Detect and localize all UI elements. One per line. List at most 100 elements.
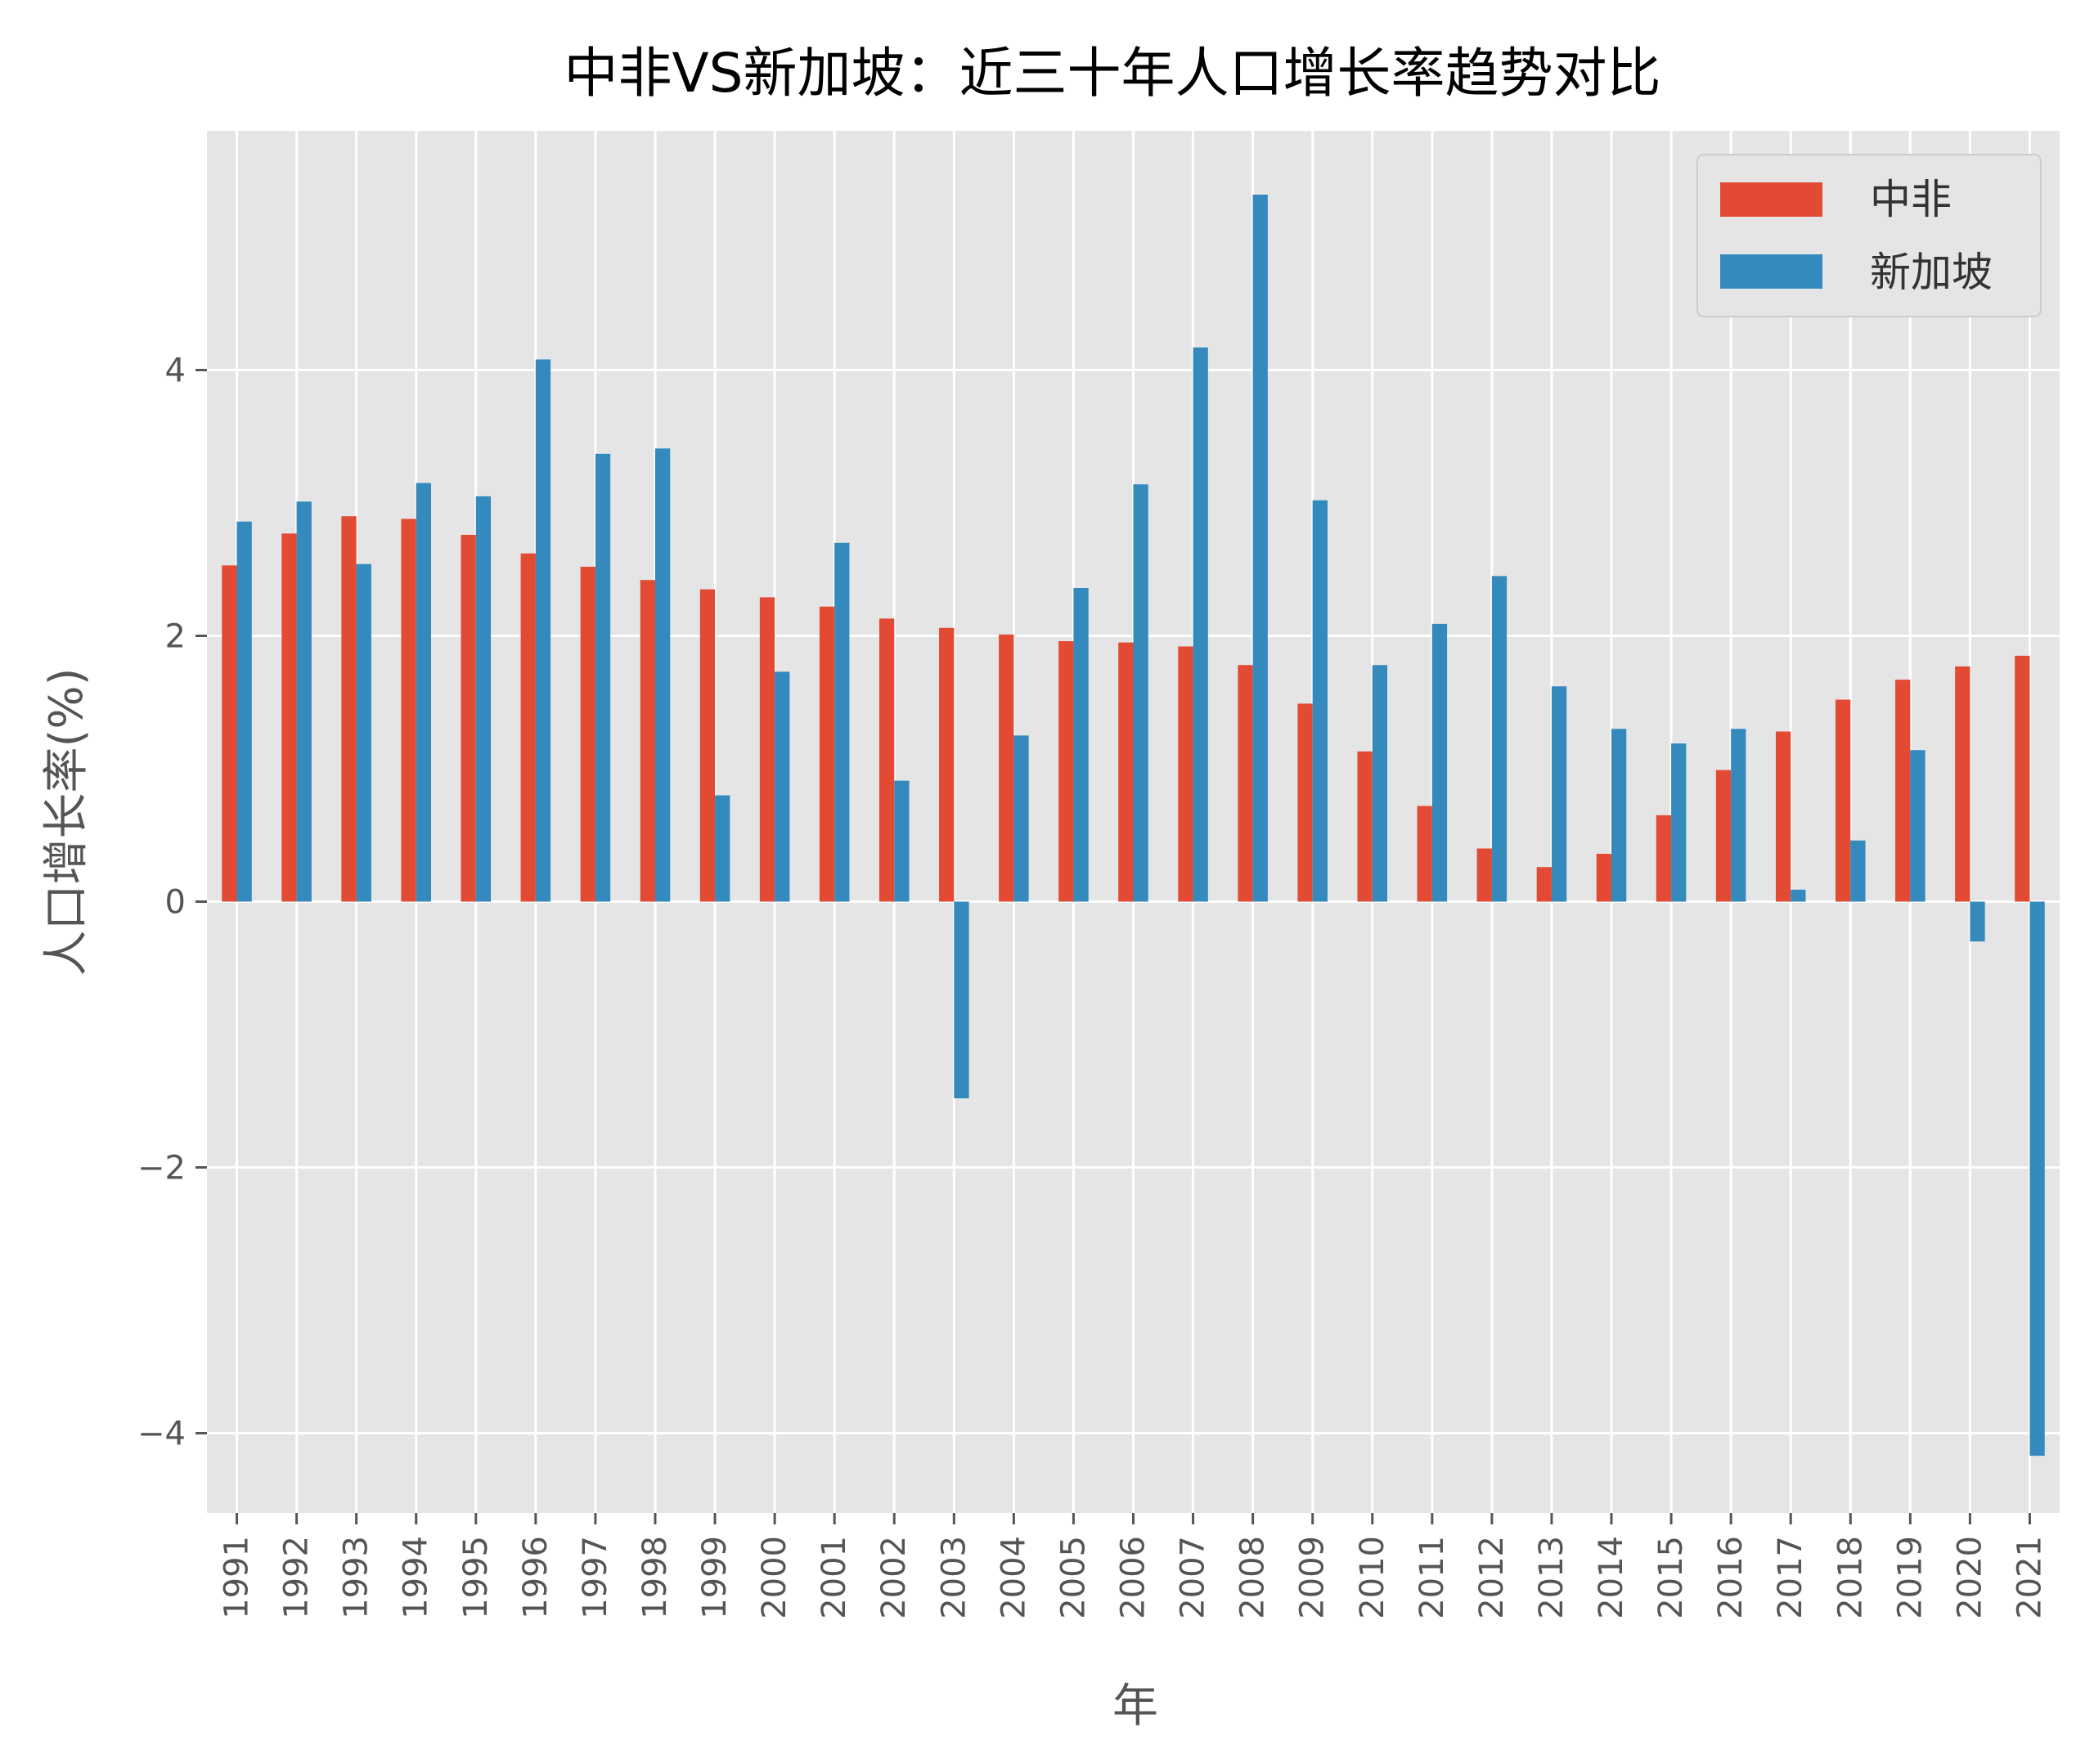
bar-zhongfei-1992	[281, 533, 297, 902]
bar-xinjiapo-2004	[1013, 735, 1029, 902]
chart-title: 中非VS新加坡：近三十年人口增长率趋势对比	[564, 42, 1660, 105]
bar-zhongfei-2017	[1775, 731, 1791, 902]
bar-xinjiapo-2019	[1910, 750, 1925, 902]
bar-xinjiapo-2007	[1193, 347, 1208, 902]
bar-zhongfei-2007	[1178, 646, 1193, 902]
x-tick-label: 2008	[1234, 1536, 1272, 1619]
bar-xinjiapo-2011	[1431, 623, 1448, 902]
x-tick-label: 2004	[995, 1536, 1032, 1619]
bar-xinjiapo-2010	[1372, 665, 1388, 902]
x-tick-label: 1999	[696, 1536, 734, 1619]
y-tick-label: −4	[137, 1416, 186, 1453]
x-tick-label: 2019	[1891, 1536, 1929, 1619]
x-axis-label: 年	[1112, 1680, 1158, 1733]
x-tick-label: 1991	[218, 1536, 256, 1619]
x-tick-label: 2018	[1831, 1536, 1869, 1619]
bar-xinjiapo-2006	[1133, 484, 1148, 902]
bar-zhongfei-1993	[341, 516, 357, 902]
bar-xinjiapo-2005	[1073, 588, 1089, 902]
bar-zhongfei-2012	[1476, 848, 1492, 902]
x-tick-label: 2001	[816, 1536, 853, 1619]
y-axis-ticks: −4 −2 0 2 4	[137, 352, 207, 1453]
bar-xinjiapo-1991	[236, 521, 252, 902]
bar-xinjiapo-2020	[1970, 901, 1985, 942]
bar-zhongfei-2014	[1596, 854, 1612, 902]
y-axis-label: 人口增长率(%)	[40, 668, 93, 976]
bar-zhongfei-2009	[1297, 703, 1313, 902]
bar-xinjiapo-2012	[1491, 576, 1508, 902]
x-tick-label: 2016	[1712, 1536, 1750, 1619]
bar-xinjiapo-1998	[654, 448, 671, 902]
x-tick-label: 1997	[577, 1536, 614, 1619]
x-tick-label: 1995	[457, 1536, 495, 1619]
bar-xinjiapo-2013	[1551, 686, 1567, 902]
bar-xinjiapo-1992	[296, 501, 312, 902]
bar-xinjiapo-2003	[954, 901, 969, 1098]
x-tick-label: 2021	[2011, 1536, 2048, 1619]
bar-xinjiapo-2002	[894, 780, 910, 902]
x-tick-label: 2003	[935, 1536, 973, 1619]
bar-zhongfei-2010	[1357, 751, 1373, 902]
bar-zhongfei-2001	[819, 606, 835, 902]
bar-zhongfei-1997	[580, 567, 595, 902]
y-tick-label: −2	[137, 1150, 186, 1187]
x-tick-label: 2013	[1533, 1536, 1570, 1619]
bar-xinjiapo-2018	[1850, 840, 1866, 902]
bar-xinjiapo-1996	[535, 359, 551, 902]
legend-swatch-zhongfei	[1720, 182, 1822, 217]
x-tick-label: 1992	[278, 1536, 316, 1619]
x-tick-label: 2000	[756, 1536, 793, 1619]
bar-zhongfei-1999	[699, 589, 716, 902]
bar-zhongfei-1995	[461, 535, 476, 902]
bar-zhongfei-2004	[999, 634, 1014, 902]
bar-zhongfei-1991	[222, 565, 237, 902]
x-tick-label: 2010	[1354, 1536, 1391, 1619]
bar-xinjiapo-2021	[2029, 901, 2045, 1457]
x-tick-label: 2005	[1054, 1536, 1092, 1619]
bar-xinjiapo-2014	[1611, 729, 1627, 902]
bar-zhongfei-2019	[1895, 680, 1911, 902]
x-tick-label: 2017	[1772, 1536, 1809, 1619]
x-tick-label: 1993	[338, 1536, 375, 1619]
x-tick-label: 2011	[1413, 1536, 1451, 1619]
x-tick-label: 2006	[1115, 1536, 1153, 1619]
bar-zhongfei-2021	[2015, 655, 2030, 902]
bar-xinjiapo-1999	[715, 795, 730, 902]
x-tick-label: 2002	[875, 1536, 913, 1619]
x-tick-label: 2009	[1294, 1536, 1332, 1619]
y-tick-label: 4	[165, 352, 186, 390]
legend-label-zhongfei: 中非	[1870, 176, 1952, 223]
bar-zhongfei-2002	[878, 618, 895, 902]
bar-xinjiapo-1997	[595, 453, 611, 902]
bar-xinjiapo-2017	[1791, 889, 1806, 902]
bar-xinjiapo-2001	[834, 542, 850, 902]
x-tick-label: 2012	[1473, 1536, 1511, 1619]
bar-zhongfei-2018	[1836, 699, 1851, 902]
x-tick-label: 1994	[398, 1536, 435, 1619]
bar-zhongfei-2005	[1058, 641, 1074, 902]
bar-zhongfei-2006	[1118, 642, 1134, 902]
legend-swatch-xinjiapo	[1720, 254, 1822, 289]
bar-xinjiapo-1995	[475, 496, 492, 902]
x-axis-ticks: 1991 1992 1993 1994 1995 1996 1997 1998 1999 2000…	[218, 1513, 2048, 1619]
bar-xinjiapo-2015	[1671, 743, 1687, 902]
bar-xinjiapo-2009	[1312, 500, 1328, 902]
bar-xinjiapo-1993	[356, 563, 371, 902]
bar-xinjiapo-1994	[416, 483, 431, 902]
y-tick-label: 0	[165, 884, 186, 922]
x-tick-label: 2015	[1652, 1536, 1690, 1619]
bar-zhongfei-2011	[1417, 806, 1432, 902]
y-tick-label: 2	[165, 618, 186, 656]
bar-zhongfei-2016	[1715, 770, 1732, 902]
bar-xinjiapo-2000	[775, 671, 790, 902]
bar-zhongfei-2013	[1536, 867, 1552, 902]
bar-zhongfei-1996	[520, 553, 536, 902]
x-tick-label: 2007	[1175, 1536, 1212, 1619]
bar-zhongfei-2000	[759, 597, 775, 902]
bar-zhongfei-2003	[939, 627, 955, 902]
bar-zhongfei-2008	[1238, 665, 1253, 902]
legend: 中非 新加坡	[1696, 154, 2042, 317]
bar-xinjiapo-2016	[1731, 729, 1746, 902]
legend-label-xinjiapo: 新加坡	[1870, 249, 1993, 296]
